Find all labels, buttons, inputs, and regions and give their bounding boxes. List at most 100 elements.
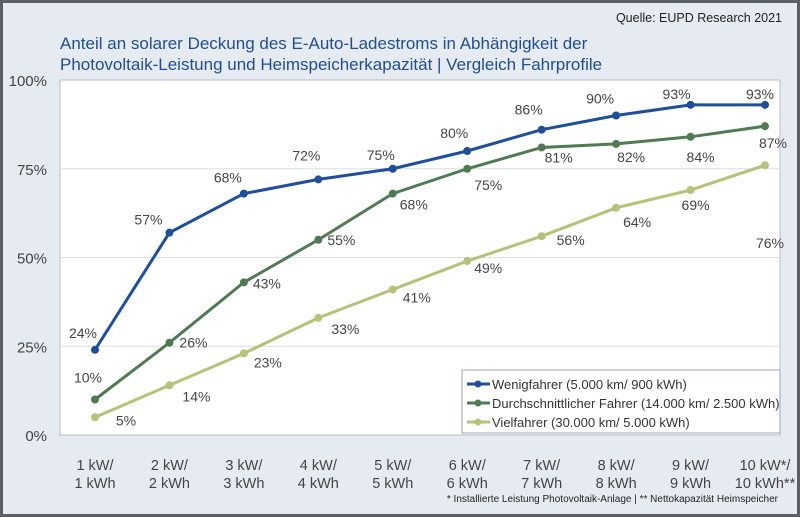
data-label: 75%	[474, 177, 502, 193]
data-label: 23%	[254, 354, 282, 370]
data-point	[314, 175, 323, 184]
y-tick-label: 100%	[9, 73, 47, 90]
data-point	[463, 257, 472, 266]
x-tick-label: 2 kWh	[149, 476, 190, 492]
x-tick-label: 2 kW/	[151, 458, 189, 474]
footnote: * Installierte Leistung Photovoltaik-Anl…	[446, 494, 778, 505]
data-point	[314, 235, 323, 244]
data-point	[239, 349, 248, 358]
data-point	[165, 338, 174, 347]
data-label: 82%	[617, 149, 645, 165]
data-label: 33%	[331, 321, 359, 337]
data-point	[388, 285, 397, 294]
data-label: 68%	[400, 197, 428, 213]
x-tick-label: 1 kW/	[76, 458, 114, 474]
data-label: 10%	[74, 370, 102, 386]
data-label: 69%	[682, 197, 710, 213]
legend: Wenigfahrer (5.000 km/ 900 kWh) Durchschn…	[461, 369, 781, 434]
series-line	[94, 124, 766, 401]
x-tick-label: 1 kWh	[74, 476, 115, 492]
data-point	[537, 143, 546, 152]
data-point	[314, 313, 323, 322]
data-label: 26%	[179, 335, 207, 351]
legend-box	[461, 369, 781, 434]
x-tick-label: 4 kW/	[300, 458, 338, 474]
series-line	[93, 103, 765, 351]
data-label: 86%	[515, 102, 543, 118]
x-tick-label: 3 kWh	[223, 476, 264, 492]
data-point	[91, 345, 99, 354]
data-point	[612, 111, 621, 120]
data-label: 93%	[663, 86, 691, 102]
y-tick-label: 0%	[25, 428, 47, 445]
data-label: 14%	[182, 388, 210, 404]
legend-entry: Wenigfahrer (5.000 km/ 900 kWh)	[492, 377, 687, 392]
data-point	[537, 232, 546, 241]
data-label: 76%	[756, 235, 784, 251]
data-label: 87%	[759, 135, 787, 151]
title-line-1: Anteil an solarer Deckung des E-Auto-Lad…	[60, 34, 588, 53]
data-label: 80%	[440, 125, 468, 141]
data-point	[463, 147, 472, 155]
legend-entry: Vielfahrer (30.000 km/ 5.000 kWh)	[492, 415, 690, 430]
y-tick-label: 50%	[17, 251, 47, 268]
data-label: 75%	[367, 147, 395, 163]
source-label: Quelle: EUPD Research 2021	[615, 11, 782, 25]
data-point	[91, 413, 99, 422]
data-label: 93%	[746, 86, 774, 102]
title-line-2: Photovoltaik-Leistung und Heimspeicherka…	[60, 55, 603, 74]
data-point	[388, 164, 397, 173]
data-label: 81%	[545, 149, 573, 165]
data-point	[761, 122, 769, 131]
data-label: 55%	[327, 232, 355, 248]
y-tick-label: 75%	[17, 162, 47, 179]
series-line	[94, 163, 766, 419]
x-tick-label: 8 kWh	[596, 476, 637, 492]
chart-title: Anteil an solarer Deckung des E-Auto-Lad…	[60, 33, 602, 75]
legend-marker	[474, 399, 482, 407]
data-label: 57%	[134, 212, 162, 228]
legend-marker	[474, 380, 482, 388]
x-tick-label: 5 kW/	[374, 458, 412, 474]
data-point	[165, 228, 174, 237]
data-label: 49%	[474, 260, 502, 276]
data-label: 43%	[253, 275, 281, 291]
y-tick-label: 25%	[17, 339, 47, 356]
x-tick-label: 7 kW/	[523, 458, 561, 474]
data-point	[463, 164, 472, 173]
x-tick-label: 9 kW/	[672, 458, 710, 474]
x-tick-label: 8 kW/	[598, 458, 636, 474]
data-point	[686, 100, 695, 109]
x-tick-label: 4 kWh	[298, 476, 339, 492]
legend-marker	[474, 418, 482, 426]
data-point	[612, 139, 621, 148]
data-label: 72%	[292, 147, 320, 163]
data-point	[388, 189, 397, 198]
x-tick-label: 10 kWh**	[735, 476, 796, 492]
data-label: 64%	[623, 214, 651, 230]
data-label: 56%	[557, 232, 585, 248]
data-point	[165, 381, 174, 390]
data-label: 90%	[586, 91, 614, 107]
x-tick-label: 7 kWh	[521, 476, 562, 492]
data-point	[761, 161, 769, 170]
data-point	[686, 132, 695, 141]
data-label: 5%	[116, 412, 136, 428]
x-tick-label: 10 kW*/	[740, 458, 792, 474]
data-point	[761, 100, 769, 109]
data-point	[91, 395, 99, 404]
data-point	[239, 278, 248, 287]
data-point	[612, 203, 621, 212]
data-label: 24%	[69, 325, 97, 341]
data-point	[686, 186, 695, 195]
x-tick-label: 3 kW/	[225, 458, 263, 474]
x-tick-label: 5 kWh	[372, 476, 413, 492]
x-tick-label: 6 kW/	[449, 458, 487, 474]
x-tick-label: 9 kWh	[670, 476, 711, 492]
data-label: 84%	[687, 149, 715, 165]
data-point	[239, 189, 248, 198]
data-label: 68%	[214, 170, 242, 186]
x-tick-label: 6 kWh	[447, 476, 488, 492]
data-point	[537, 125, 546, 134]
